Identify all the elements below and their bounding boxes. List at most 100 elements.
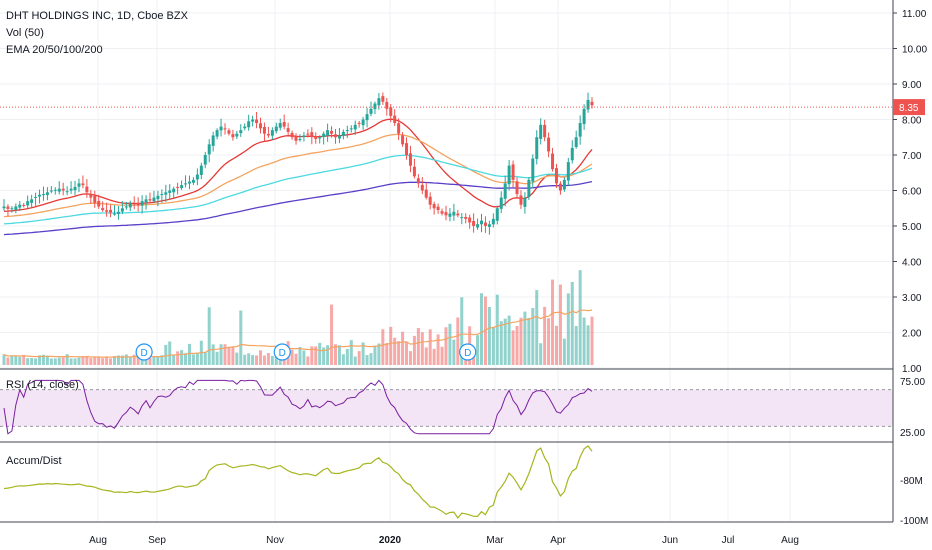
volume-bar (2, 354, 6, 365)
candle-body (590, 101, 594, 106)
price-tick-label: 2.00 (902, 329, 922, 340)
candle-body (140, 201, 144, 206)
candle-body (187, 181, 191, 184)
volume-bar (452, 339, 456, 365)
candle-body (38, 194, 42, 197)
candle-body (57, 188, 61, 192)
volume-bar (251, 355, 255, 365)
dividend-marker[interactable] (135, 343, 153, 361)
candle-body (570, 147, 574, 161)
candle-body (73, 186, 77, 191)
volume-bar (187, 343, 191, 365)
candle-body (349, 128, 353, 130)
candle-body (128, 202, 132, 208)
volume-bar (539, 343, 543, 365)
candle-body (191, 179, 195, 183)
candle-body (377, 98, 381, 106)
candle-body (554, 168, 558, 184)
candle-body (53, 189, 57, 191)
volume-bar (578, 270, 582, 365)
volume-bar (357, 351, 361, 365)
volume-bar (18, 356, 22, 365)
candle-body (152, 197, 156, 202)
volume-bar (515, 326, 519, 365)
candle-body (136, 202, 140, 206)
volume-bar (53, 358, 57, 365)
volume-bar (397, 341, 401, 365)
candle-body (310, 132, 314, 138)
volume-bar (136, 355, 140, 365)
volume-bar (385, 342, 389, 365)
candle-body (547, 137, 551, 152)
volume-bar (156, 356, 160, 365)
volume-bar (511, 330, 515, 365)
candle-body (436, 206, 440, 211)
volume-bar (235, 352, 239, 365)
volume-bar (405, 341, 409, 365)
volume-bar (101, 358, 105, 365)
candle-body (22, 204, 26, 206)
x-tick-label: Jul (722, 535, 735, 546)
ema-indicator-label[interactable]: EMA 20/50/100/200 (6, 44, 103, 56)
dividend-marker[interactable] (459, 343, 477, 361)
price-tick-label: 9.00 (902, 80, 922, 91)
volume-bar (531, 308, 535, 365)
volume-bar (195, 352, 199, 365)
volume-bar (377, 343, 381, 365)
candle-body (156, 195, 160, 200)
candle-body (558, 183, 562, 191)
symbol-title[interactable]: DHT HOLDINGS INC, 1D, Cboe BZX (6, 10, 188, 22)
rsi-path (3, 379, 593, 435)
ema-100-line (3, 154, 593, 225)
volume-bar (69, 358, 73, 365)
candle-body (456, 213, 460, 216)
candle-body (381, 96, 385, 102)
x-tick-label: Aug (781, 535, 799, 546)
volume-bar (373, 345, 377, 365)
volume-bar (93, 357, 97, 365)
volume-bar (322, 347, 326, 365)
rsi-tick-label: 25.00 (900, 428, 925, 439)
candle-body (45, 192, 49, 195)
candle-body (93, 195, 97, 203)
candle-body (357, 122, 361, 124)
candle-body (424, 189, 428, 198)
volume-ma-line (3, 309, 593, 358)
candle-body (231, 134, 235, 138)
candle-body (211, 135, 215, 146)
candle-body (397, 123, 401, 134)
candle-body (116, 211, 120, 214)
candle-body (69, 188, 73, 191)
accum-dist-label[interactable]: Accum/Dist (6, 455, 62, 467)
candle-body (487, 224, 491, 227)
candle-body (428, 196, 432, 205)
volume-bar (180, 350, 184, 365)
volume-bar (172, 355, 176, 365)
candle-body (318, 137, 322, 139)
volume-bar (408, 351, 412, 365)
candle-body (491, 218, 495, 225)
volume-bar (116, 355, 120, 365)
candle-body (26, 201, 30, 206)
volume-bar (519, 317, 523, 365)
rsi-indicator-label[interactable]: RSI (14, close) (6, 379, 79, 391)
candle-body (255, 119, 259, 124)
volume-bar (10, 355, 14, 365)
x-tick-label: Nov (266, 535, 284, 546)
volume-bar (582, 317, 586, 365)
dividend-marker[interactable] (273, 343, 291, 361)
candle-body (385, 101, 389, 109)
candle-body (77, 183, 81, 187)
volume-bar (239, 310, 243, 365)
volume-bar (318, 342, 322, 365)
candle-body (460, 217, 464, 219)
volume-bar (203, 352, 207, 365)
volume-indicator-label[interactable]: Vol (50) (6, 27, 44, 39)
candle-body (499, 197, 503, 209)
candle-body (535, 137, 539, 159)
volume-bar (570, 281, 574, 365)
volume-bar (219, 344, 223, 365)
